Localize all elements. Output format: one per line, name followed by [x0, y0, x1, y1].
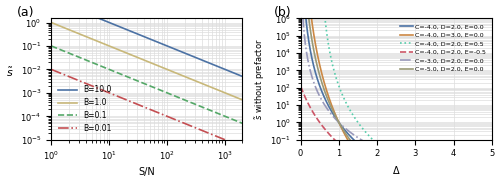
B=0.01 — [240, 146, 246, 148]
B=10.0 — [126, 29, 132, 31]
B=0.1 — [180, 98, 186, 100]
B=0.01 — [198, 129, 203, 131]
C=-4.0, D=3.0, E=0.0 — [371, 175, 377, 177]
C=-3.0, D=2.0, E=0.0 — [489, 182, 495, 183]
C=-4.0, D=2.0, E=0.0 — [371, 156, 377, 158]
C=-4.0, D=2.0, E=0.0 — [412, 179, 418, 182]
C=-4.0, D=2.0, E=-0.5 — [332, 139, 338, 142]
Y-axis label: $\tilde{s}$ without prefactor: $\tilde{s}$ without prefactor — [254, 38, 268, 120]
Line: C=-4.0, D=2.0, E=0.0: C=-4.0, D=2.0, E=0.0 — [301, 0, 492, 183]
B=1.0 — [68, 29, 74, 31]
B=10.0 — [68, 6, 74, 8]
Text: (b): (b) — [274, 6, 291, 19]
B=10.0 — [198, 58, 203, 61]
B=10.0 — [180, 51, 186, 53]
C=-3.0, D=2.0, E=0.0 — [332, 118, 338, 120]
C=-4.0, D=2.0, E=0.5 — [371, 140, 377, 142]
B=1.0 — [180, 74, 186, 77]
Line: B=0.01: B=0.01 — [51, 69, 242, 147]
B=10.0 — [132, 32, 138, 34]
B=0.01 — [126, 100, 132, 102]
B=1.0 — [132, 55, 138, 58]
C=-4.0, D=2.0, E=0.5 — [422, 175, 428, 177]
C=-3.0, D=2.0, E=0.0 — [455, 175, 461, 177]
X-axis label: $\Delta$: $\Delta$ — [392, 164, 400, 176]
B=0.1 — [126, 76, 132, 78]
Y-axis label: $\tilde{s}$: $\tilde{s}$ — [6, 66, 13, 79]
B=1.0 — [126, 53, 132, 55]
B=0.1 — [68, 53, 74, 55]
C=-4.0, D=2.0, E=-0.5 — [298, 85, 304, 87]
B=0.01 — [201, 130, 207, 132]
C=-3.0, D=2.0, E=0.0 — [371, 146, 377, 148]
B=1.0 — [198, 82, 203, 84]
B=0.1 — [201, 107, 207, 109]
B=1.0 — [48, 21, 54, 24]
C=-5.0, D=2.0, E=0.0 — [371, 165, 377, 167]
B=0.01 — [132, 102, 138, 105]
C=-3.0, D=2.0, E=0.0 — [422, 166, 428, 168]
Line: C=-4.0, D=2.0, E=0.5: C=-4.0, D=2.0, E=0.5 — [320, 0, 492, 183]
B=1.0 — [201, 83, 207, 85]
Text: (a): (a) — [17, 6, 34, 19]
Legend: B=10.0, B=1.0, B=0.1, B=0.01: B=10.0, B=1.0, B=0.1, B=0.01 — [55, 82, 115, 136]
Line: C=-4.0, D=2.0, E=-0.5: C=-4.0, D=2.0, E=-0.5 — [301, 86, 492, 183]
X-axis label: S/N: S/N — [138, 167, 155, 178]
C=-4.0, D=2.0, E=0.5 — [332, 75, 338, 77]
B=0.01 — [68, 76, 74, 78]
C=-4.0, D=2.0, E=0.5 — [412, 170, 418, 172]
B=0.1 — [240, 122, 246, 124]
Line: B=10.0: B=10.0 — [51, 0, 242, 76]
Line: B=1.0: B=1.0 — [51, 23, 242, 100]
Line: C=-5.0, D=2.0, E=0.0: C=-5.0, D=2.0, E=0.0 — [301, 0, 492, 183]
Legend: C=-4.0, D=2.0, E=0.0, C=-4.0, D=3.0, E=0.0, C=-4.0, D=2.0, E=0.5, C=-4.0, D=2.0,: C=-4.0, D=2.0, E=0.0, C=-4.0, D=3.0, E=0… — [398, 21, 488, 74]
C=-3.0, D=2.0, E=0.0 — [440, 171, 446, 173]
Line: B=0.1: B=0.1 — [51, 46, 242, 123]
C=-3.0, D=2.0, E=0.0 — [412, 163, 418, 165]
B=0.1 — [198, 105, 203, 107]
C=-5.0, D=2.0, E=0.0 — [332, 115, 338, 117]
B=1.0 — [240, 99, 246, 101]
B=10.0 — [201, 60, 207, 62]
B=0.01 — [48, 68, 54, 70]
B=0.01 — [180, 122, 186, 124]
B=10.0 — [240, 75, 246, 78]
C=-4.0, D=3.0, E=0.0 — [332, 114, 338, 116]
B=0.1 — [132, 79, 138, 81]
Line: C=-4.0, D=3.0, E=0.0: C=-4.0, D=3.0, E=0.0 — [301, 0, 492, 183]
Line: C=-3.0, D=2.0, E=0.0: C=-3.0, D=2.0, E=0.0 — [301, 0, 492, 183]
C=-4.0, D=2.0, E=0.0 — [332, 117, 338, 119]
C=-4.0, D=2.0, E=-0.5 — [371, 168, 377, 170]
B=0.1 — [48, 45, 54, 47]
